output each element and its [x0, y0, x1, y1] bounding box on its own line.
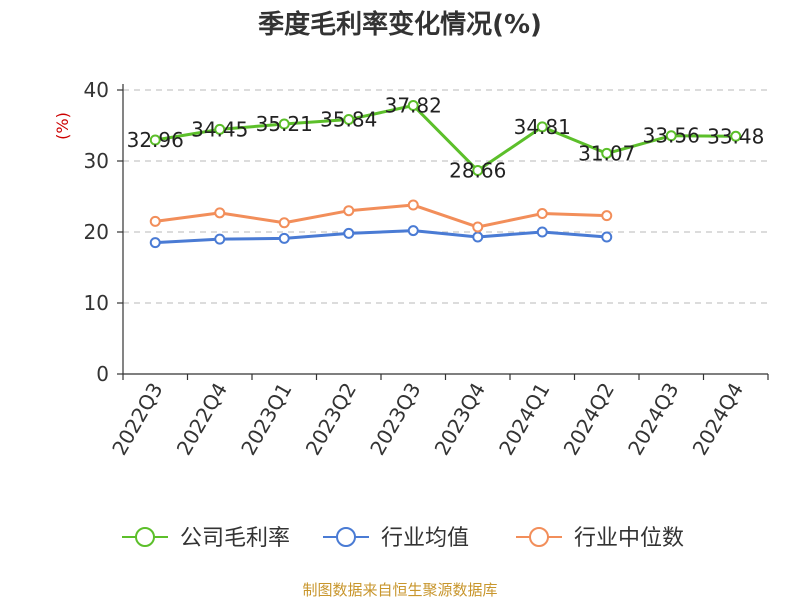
data-point: [536, 121, 548, 133]
data-labels: 32.96 34.45 35.21 35.84 37.82 28.66 34.81 31.07…: [127, 93, 765, 182]
x-tick-label: 2024Q3: [623, 379, 683, 460]
x-tick-label: 2022Q4: [172, 379, 232, 460]
data-label: 28.66: [449, 159, 506, 183]
legend-label: 公司毛利率: [180, 526, 290, 551]
data-point: [665, 130, 677, 142]
x-tick-label: 2024Q2: [559, 379, 619, 460]
legend-swatch-marker: [135, 527, 155, 547]
legend: 公司毛利率 行业均值 行业中位数: [122, 526, 684, 551]
y-tick-label: 20: [84, 220, 109, 244]
x-tick-label: 2023Q2: [301, 379, 361, 460]
series-line: [155, 103, 736, 173]
data-point: [343, 227, 355, 239]
data-point: [214, 233, 226, 245]
series-line: [155, 229, 607, 245]
legend-swatch-marker: [336, 527, 356, 547]
legend-label: 行业中位数: [574, 526, 684, 551]
legend-label: 行业均值: [381, 526, 469, 551]
data-point: [407, 225, 419, 237]
data-point: [278, 217, 290, 229]
chart-title: 季度毛利率变化情况(%): [258, 9, 542, 40]
data-label: 32.96: [127, 128, 184, 152]
data-point: [730, 130, 742, 142]
x-tick-label: 2024Q1: [494, 379, 554, 460]
source-note: 制图数据来自恒生聚源数据库: [302, 581, 497, 599]
y-axis-label: (%): [53, 112, 72, 140]
y-tick-label: 40: [84, 78, 109, 102]
data-point: [214, 123, 226, 135]
data-point: [536, 226, 548, 238]
data-point: [214, 207, 226, 219]
y-tick-label: 30: [84, 149, 109, 173]
y-tick-label: 0: [96, 362, 109, 386]
data-point: [472, 221, 484, 233]
data-point: [601, 210, 613, 222]
data-point: [149, 134, 161, 146]
legend-swatch-marker: [529, 527, 549, 547]
data-point: [601, 147, 613, 159]
data-label: 35.21: [256, 112, 313, 136]
data-point: [601, 231, 613, 243]
data-label: 33.56: [643, 124, 700, 148]
x-tick-label: 2022Q3: [107, 379, 167, 460]
data-label: 33.48: [707, 124, 764, 148]
data-point: [472, 231, 484, 243]
x-tick-label: 2023Q4: [430, 379, 490, 460]
x-tick-label: 2023Q3: [365, 379, 425, 460]
x-tick-label: 2024Q4: [688, 379, 748, 460]
data-point: [149, 215, 161, 227]
data-point: [536, 208, 548, 220]
data-point: [278, 118, 290, 130]
data-label: 34.81: [514, 115, 571, 139]
data-label: 35.84: [320, 108, 377, 132]
grid-lines: [123, 89, 768, 304]
series-group: [149, 99, 742, 249]
series-line: [155, 203, 607, 229]
data-point: [472, 165, 484, 177]
data-point: [149, 237, 161, 249]
y-tick-label: 10: [84, 291, 109, 315]
data-label: 37.82: [385, 93, 442, 117]
data-point: [407, 199, 419, 211]
data-label: 34.45: [191, 117, 248, 141]
data-point: [343, 205, 355, 217]
data-point: [343, 114, 355, 126]
data-point: [278, 232, 290, 244]
x-tick-label: 2023Q1: [236, 379, 296, 460]
data-label: 31.07: [578, 141, 635, 165]
data-point: [407, 99, 419, 111]
